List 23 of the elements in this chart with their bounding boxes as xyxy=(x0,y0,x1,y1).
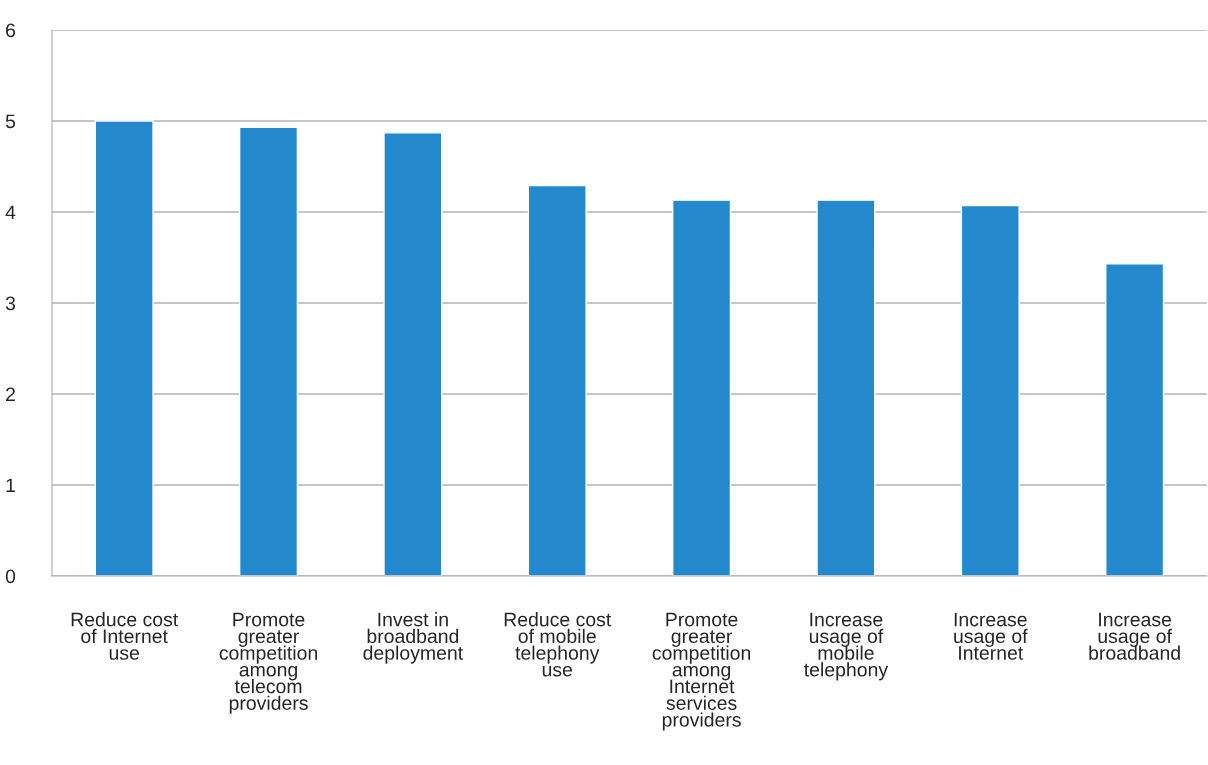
x-tick-label: Promote greater competition among Internet services providers xyxy=(652,612,751,731)
x-tick-label: Reduce cost of mobile telephony use xyxy=(504,612,612,677)
x-tick-label: Invest in broadband deployment xyxy=(363,612,463,664)
y-tick-label: 1 xyxy=(6,478,15,493)
x-tick-label: Promote greater competition among telecom providers xyxy=(219,612,317,714)
y-tick-label: 0 xyxy=(5,569,16,584)
y-tick-label: 4 xyxy=(5,205,16,220)
x-tick-label: Increase usage of broadband xyxy=(1089,612,1180,660)
x-tick-label: Increase usage of Internet xyxy=(954,612,1028,660)
bar xyxy=(527,184,587,576)
x-tick-label: Reduce cost of Internet use xyxy=(71,612,179,660)
y-tick-label: 2 xyxy=(6,387,15,402)
y-tick-label: 3 xyxy=(5,296,16,311)
x-tick-label: Increase usage of mobile telephony xyxy=(804,612,889,681)
bar xyxy=(94,120,154,576)
bar xyxy=(672,199,732,576)
bar xyxy=(238,126,299,576)
bar xyxy=(960,204,1020,576)
y-tick-label: 5 xyxy=(5,114,16,129)
bar xyxy=(383,132,443,576)
y-tick-label: 6 xyxy=(6,23,16,38)
bar xyxy=(816,199,876,576)
bar xyxy=(1105,263,1165,576)
